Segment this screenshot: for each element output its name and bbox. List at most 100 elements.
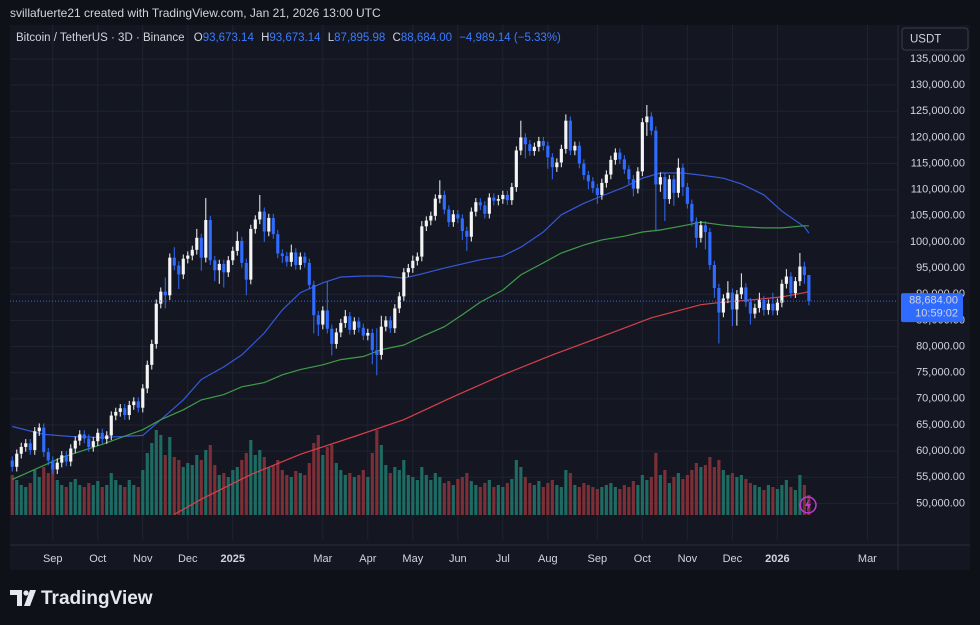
candle-body: [460, 218, 464, 231]
candle-body: [496, 199, 500, 201]
volume-bar: [739, 475, 743, 515]
candle-body: [55, 462, 59, 470]
candle-body: [253, 219, 257, 229]
alert-icon[interactable]: [799, 496, 817, 514]
volume-bar: [46, 473, 50, 515]
candle-body: [451, 214, 455, 223]
volume-bar: [33, 470, 37, 515]
candle-body: [204, 220, 208, 258]
volume-bar: [226, 477, 230, 515]
volume-bar: [433, 473, 437, 515]
y-tick-label: 105,000.00: [910, 210, 965, 222]
volume-layer: [10, 430, 811, 515]
volume-bar: [51, 465, 55, 515]
volume-bar: [681, 479, 685, 515]
currency-button[interactable]: [901, 27, 969, 51]
logo-mark: [10, 590, 36, 606]
volume-bar: [217, 475, 221, 515]
volume-bar: [150, 443, 154, 515]
volume-bar: [780, 485, 784, 515]
candle-body: [136, 401, 140, 408]
volume-bar: [285, 475, 289, 515]
candle-body: [321, 310, 325, 325]
volume-bar: [276, 460, 280, 515]
x-tick-label: Oct: [634, 553, 651, 565]
volume-bar: [168, 437, 172, 515]
volume-bar: [69, 482, 73, 515]
candle-body: [307, 262, 311, 285]
volume-bar: [321, 455, 325, 515]
candle-body: [528, 144, 532, 152]
volume-bar: [514, 460, 518, 515]
volume-bar: [730, 473, 734, 515]
candle-body: [568, 120, 572, 151]
volume-bar: [235, 467, 239, 515]
volume-bar: [334, 463, 338, 515]
x-tick-label: 2025: [221, 553, 245, 565]
volume-bar: [451, 485, 455, 515]
volume-bar: [654, 453, 658, 515]
x-tick-label: Nov: [678, 553, 698, 565]
candle-body: [352, 321, 356, 330]
candle-body: [303, 256, 307, 263]
volume-bar: [208, 445, 212, 515]
candle-body: [591, 181, 595, 189]
volume-bar: [636, 485, 640, 515]
y-tick-label: 60,000.00: [916, 445, 965, 457]
logo: TradingView: [10, 588, 153, 609]
x-tick-label: Aug: [538, 553, 558, 565]
volume-bar: [478, 487, 482, 515]
candle-body: [789, 276, 793, 294]
candle-body: [127, 405, 131, 416]
volume-bar: [145, 453, 149, 515]
volume-bar: [312, 443, 316, 515]
candle-body: [735, 294, 739, 310]
candle-body: [226, 260, 230, 273]
candle-body: [366, 332, 370, 336]
ohlc-value: 93,673.14: [269, 32, 321, 44]
alert-icon-bolt[interactable]: [805, 499, 811, 511]
candle-body: [244, 262, 248, 280]
volume-bar: [465, 473, 469, 515]
volume-bar: [771, 487, 775, 515]
axis-layer: 50,000.00 55,000.00 60,000.00 65,000.00 70,0…: [10, 53, 965, 565]
volume-bar: [744, 479, 748, 515]
ohlc-label: O: [194, 32, 203, 44]
candle-body: [100, 432, 104, 440]
volume-bar: [370, 453, 374, 515]
volume-bar: [289, 477, 293, 515]
candle-body: [213, 260, 217, 271]
volume-bar: [442, 483, 446, 515]
candle-body: [123, 408, 127, 416]
candle-body: [262, 211, 266, 232]
candle-body: [28, 443, 32, 451]
ohlc-value: 93,673.14: [203, 32, 255, 44]
candle-body: [618, 152, 622, 160]
volume-bar: [267, 467, 271, 515]
volume-bar: [379, 445, 383, 515]
candle-body: [393, 308, 397, 329]
candle-layer: [10, 104, 811, 475]
currency-label[interactable]: USDT: [910, 34, 941, 46]
candle-body: [105, 435, 109, 440]
candle-body: [780, 283, 784, 303]
candle-body: [433, 198, 437, 216]
volume-bar: [199, 460, 203, 515]
volume-bar: [775, 489, 779, 515]
volume-bar: [19, 485, 23, 515]
volume-bar: [685, 475, 689, 515]
candle-body: [159, 291, 163, 304]
volume-bar: [600, 487, 604, 515]
candle-body: [798, 266, 802, 282]
volume-bar: [658, 475, 662, 515]
volume-bar: [127, 480, 131, 515]
candle-body: [316, 315, 320, 325]
volume-bar: [262, 457, 266, 515]
alert-icon-ring[interactable]: [799, 496, 817, 514]
ohlc-label: C: [393, 32, 401, 44]
volume-bar: [721, 470, 725, 515]
volume-bar: [366, 477, 370, 515]
volume-bar: [123, 487, 127, 515]
volume-bar: [325, 447, 329, 515]
candle-body: [537, 141, 541, 147]
